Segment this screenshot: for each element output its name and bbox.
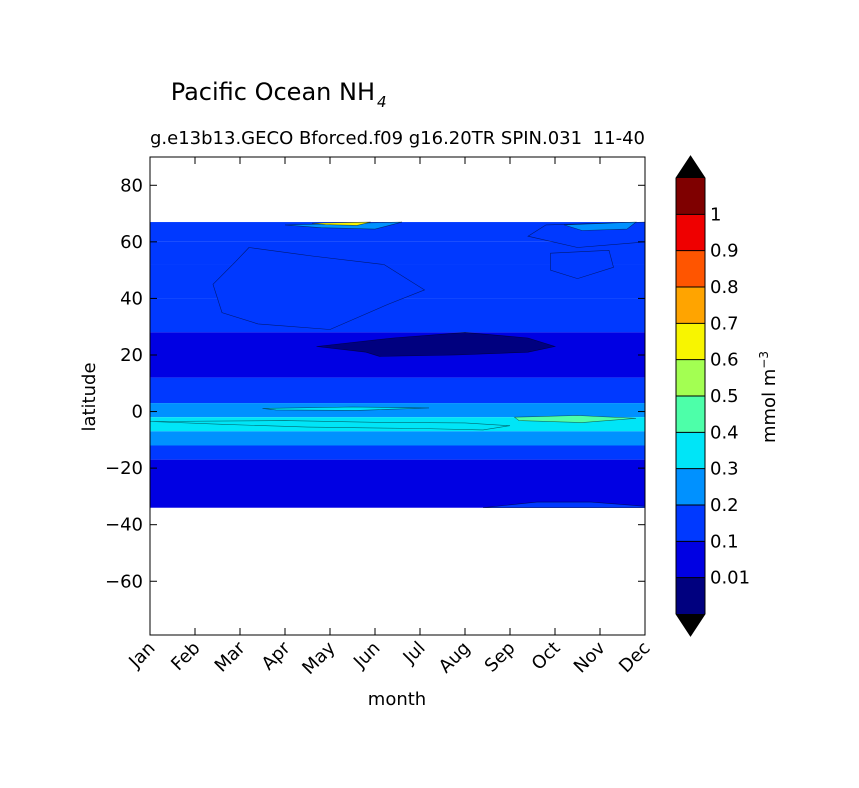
colorbar-tick-label: 0.3 [710, 459, 739, 480]
y-tick-label: 60 [120, 232, 143, 253]
colorbar-segment [676, 468, 705, 505]
colorbar-tick-label: 0.4 [710, 422, 739, 443]
contour-region-6 [316, 332, 557, 357]
colorbar-tick-label: 0.7 [710, 313, 739, 334]
contour-region-0 [212, 247, 426, 330]
y-tick-label: 40 [120, 288, 143, 309]
colorbar-segment [676, 214, 705, 251]
contour-region-5 [311, 221, 371, 226]
colorbar-segment [676, 178, 705, 215]
y-axis-label: latitude [79, 362, 100, 431]
contour-band-5 [150, 377, 645, 404]
contour-region-10 [482, 501, 646, 509]
colorbar-label: mmol m−3 [757, 351, 780, 443]
colorbar-tick-label: 0.5 [710, 386, 739, 407]
y-tick-label: 0 [132, 402, 143, 423]
plot-area [149, 156, 646, 636]
colorbar-tick-label: 0.8 [710, 277, 739, 298]
y-axis: 80 60 40 20 0 −20 −40 −60 [105, 175, 645, 592]
colorbar-segment [676, 505, 705, 542]
colorbar-extend-max [676, 156, 705, 178]
colorbar-tick-label: 0.1 [710, 531, 739, 552]
contour-feature-layer [149, 221, 646, 509]
colorbar-tick-label: 0.9 [710, 241, 739, 262]
x-axis-label: month [368, 689, 426, 710]
colorbar-segment [676, 359, 705, 396]
colorbar: 0.01 0.1 0.2 0.3 0.4 0.5 0.6 0.7 0.8 0.9 1 [675, 155, 750, 637]
colorbar-segment [676, 541, 705, 578]
contour-band-10 [150, 459, 645, 508]
contour-region-3 [563, 221, 637, 231]
chart-title-subscript: 4 [377, 93, 387, 111]
colorbar-segment [676, 577, 705, 614]
contour-region-8 [149, 420, 511, 431]
colorbar-segment [676, 287, 705, 324]
y-tick-label: −20 [105, 458, 143, 479]
y-tick-label: −40 [105, 515, 143, 536]
y-tick-label: −60 [105, 571, 143, 592]
chart-subtitle-right: 11-40 [593, 128, 645, 149]
contour-region-7 [262, 406, 430, 411]
contour-region-2 [550, 249, 614, 279]
colorbar-segment [676, 396, 705, 433]
contour-band-0 [150, 222, 645, 242]
colorbar-segment [676, 250, 705, 287]
chart-title: Pacific Ocean NH [171, 78, 375, 106]
y-tick-label: 20 [120, 345, 143, 366]
chart-subtitle: g.e13b13.GECO Bforced.f09 g16.20TR SPIN.… [150, 128, 582, 149]
contour-band-8 [150, 431, 645, 446]
plot-frame [149, 156, 646, 636]
colorbar-tick-label: 0.2 [710, 495, 739, 516]
y-tick-label: 80 [120, 175, 143, 196]
colorbar-segment [676, 432, 705, 469]
colorbar-outline [675, 155, 706, 637]
colorbar-tick-label: 1 [710, 204, 721, 225]
contour-band-9 [150, 445, 645, 460]
colorbar-tick-label: 0.01 [710, 568, 750, 589]
colorbar-tick-label: 0.6 [710, 350, 739, 371]
contour-region-9 [513, 415, 637, 423]
colorbar-segment [676, 323, 705, 360]
colorbar-extend-min [676, 614, 705, 636]
contour-band-6 [150, 403, 645, 418]
